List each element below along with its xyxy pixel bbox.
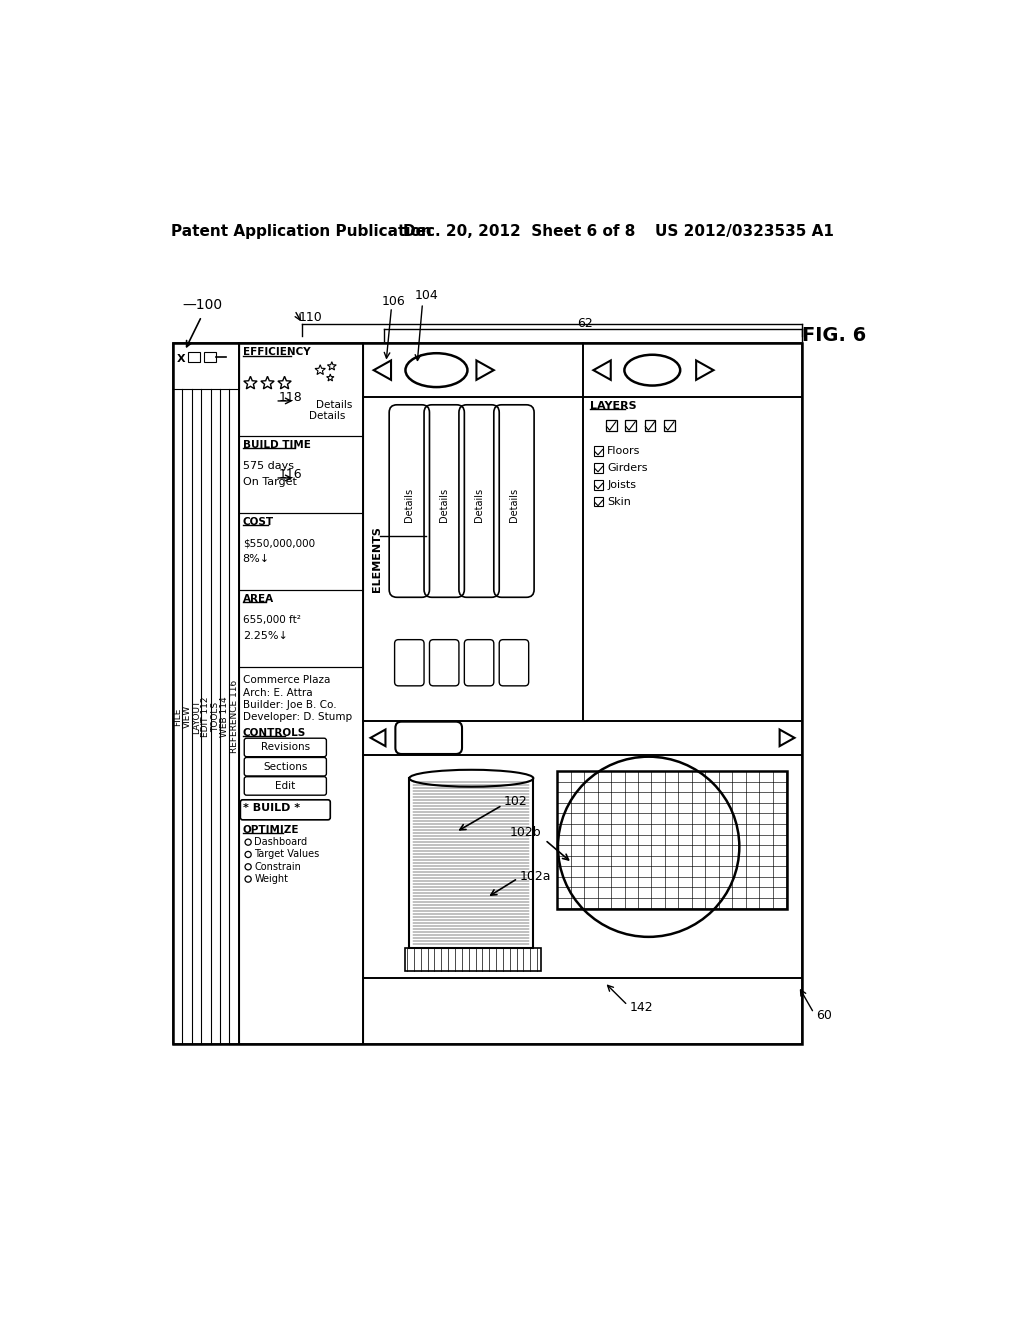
Text: 102a: 102a — [519, 870, 551, 883]
Text: EDIT 112: EDIT 112 — [202, 697, 210, 737]
Text: Dec. 20, 2012  Sheet 6 of 8: Dec. 20, 2012 Sheet 6 of 8 — [403, 224, 636, 239]
Text: Girders: Girders — [607, 463, 648, 473]
Bar — [173, 343, 239, 389]
Bar — [362, 343, 583, 397]
Bar — [664, 420, 675, 430]
Text: 116: 116 — [280, 467, 303, 480]
Bar — [362, 755, 802, 978]
Text: Floors: Floors — [607, 446, 641, 455]
Bar — [606, 420, 616, 430]
Text: OPTIMIZE: OPTIMIZE — [243, 825, 299, 834]
Text: 655,000 ft²: 655,000 ft² — [243, 615, 301, 626]
Text: Dashboard: Dashboard — [254, 837, 307, 847]
Text: COST: COST — [243, 517, 273, 527]
Text: 110: 110 — [299, 312, 323, 325]
Text: ELEMENTS: ELEMENTS — [372, 525, 382, 591]
Text: BUILD TIME: BUILD TIME — [243, 440, 310, 450]
Bar — [239, 343, 362, 436]
Text: 102b: 102b — [510, 825, 542, 838]
Bar — [362, 721, 802, 755]
Text: 2.25%↓: 2.25%↓ — [243, 631, 288, 640]
Bar — [239, 512, 362, 590]
Text: 102: 102 — [504, 795, 527, 808]
Bar — [594, 463, 603, 473]
Text: VIEW: VIEW — [182, 705, 191, 729]
Text: Details: Details — [439, 488, 450, 521]
Bar — [188, 352, 200, 362]
Text: Details: Details — [474, 488, 484, 521]
Text: X: X — [177, 354, 185, 363]
Text: Commerce Plaza: Commerce Plaza — [243, 676, 330, 685]
Bar — [239, 343, 362, 1044]
Text: 106: 106 — [381, 296, 406, 308]
Text: Patent Application Publication: Patent Application Publication — [171, 224, 431, 239]
Text: Skin: Skin — [607, 496, 631, 507]
Text: $550,000,000: $550,000,000 — [243, 539, 314, 548]
Text: EFFICIENCY: EFFICIENCY — [243, 347, 310, 358]
Text: Details: Details — [316, 400, 352, 409]
Text: 142: 142 — [630, 1001, 653, 1014]
Bar — [594, 480, 603, 490]
Text: 8%↓: 8%↓ — [243, 554, 270, 564]
Bar — [362, 978, 802, 1044]
Text: On Target: On Target — [243, 477, 297, 487]
Text: FILE: FILE — [173, 708, 182, 726]
Bar — [644, 420, 655, 430]
Text: 118: 118 — [280, 391, 303, 404]
Text: Details: Details — [509, 488, 519, 521]
Text: LAYERS: LAYERS — [590, 401, 637, 412]
Text: * BUILD *: * BUILD * — [243, 804, 300, 813]
Bar — [410, 779, 534, 948]
Bar — [239, 436, 362, 512]
Text: —100: —100 — [182, 298, 222, 312]
Text: Constrain: Constrain — [254, 862, 301, 871]
Text: Arch: E. Attra: Arch: E. Attra — [243, 688, 312, 698]
Bar — [594, 446, 603, 455]
Text: 62: 62 — [578, 317, 593, 330]
Text: TOOLS: TOOLS — [211, 702, 220, 731]
Bar — [406, 948, 541, 970]
Text: US 2012/0323535 A1: US 2012/0323535 A1 — [655, 224, 834, 239]
Bar — [583, 397, 802, 721]
Text: 104: 104 — [415, 289, 438, 302]
Text: REFERENCE 116: REFERENCE 116 — [229, 680, 239, 754]
Text: 60: 60 — [816, 1008, 833, 1022]
Bar — [239, 667, 362, 1044]
Bar — [173, 343, 802, 1044]
Bar — [626, 420, 636, 430]
Text: WEB 114: WEB 114 — [220, 697, 229, 737]
Text: FIG. 6: FIG. 6 — [802, 326, 866, 345]
Text: Details: Details — [404, 488, 415, 521]
Text: LAYOUT: LAYOUT — [191, 700, 201, 734]
Bar — [583, 343, 802, 397]
Bar — [173, 343, 239, 1044]
Bar — [594, 498, 603, 507]
Text: Details: Details — [308, 412, 345, 421]
Text: Developer: D. Stump: Developer: D. Stump — [243, 713, 352, 722]
Text: Target Values: Target Values — [254, 850, 319, 859]
Text: Revisions: Revisions — [261, 742, 310, 752]
Text: Weight: Weight — [254, 874, 289, 884]
Text: Sections: Sections — [263, 762, 307, 772]
Text: Edit: Edit — [275, 781, 296, 791]
Bar — [204, 352, 216, 362]
Bar — [362, 397, 583, 721]
Text: Joists: Joists — [607, 480, 636, 490]
Text: AREA: AREA — [243, 594, 273, 603]
Bar — [557, 771, 786, 909]
Text: CONTROLS: CONTROLS — [243, 727, 306, 738]
Text: Builder: Joe B. Co.: Builder: Joe B. Co. — [243, 700, 336, 710]
Ellipse shape — [410, 770, 534, 787]
Bar — [239, 590, 362, 667]
Text: 575 days: 575 days — [243, 462, 294, 471]
